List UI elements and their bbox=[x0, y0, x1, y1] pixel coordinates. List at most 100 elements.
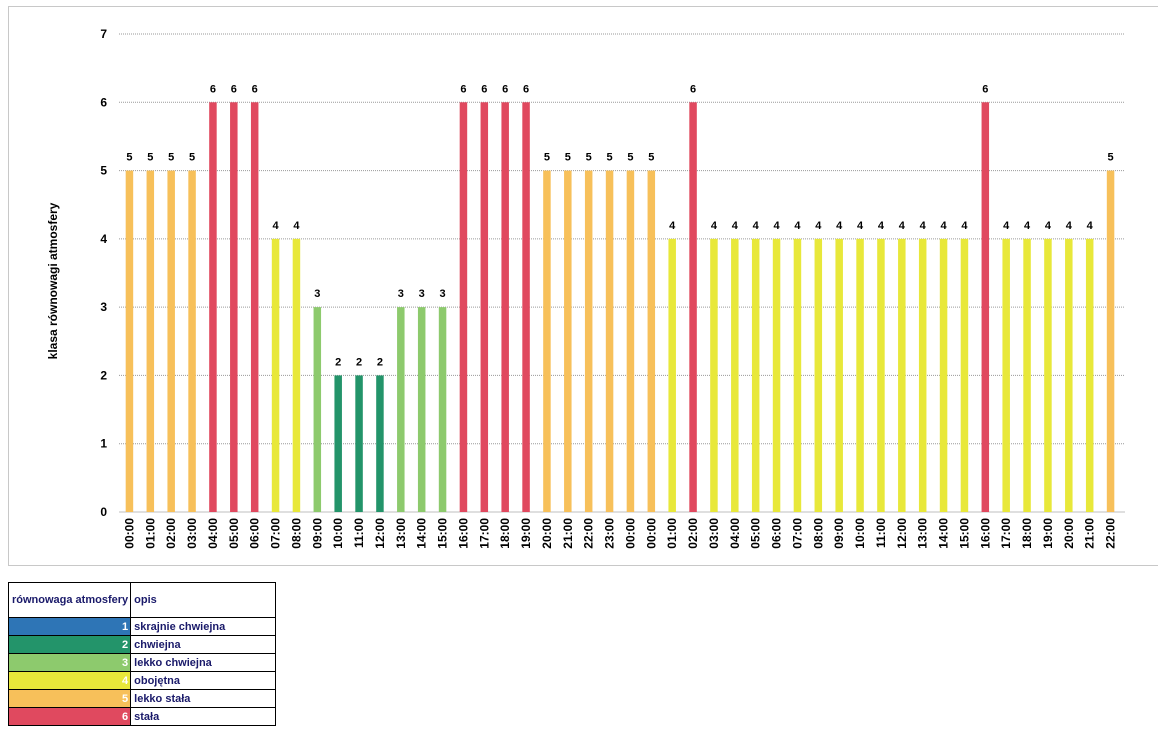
x-tick-label: 03:00 bbox=[185, 518, 199, 549]
legend-header-desc: opis bbox=[130, 582, 277, 618]
x-tick-label: 23:00 bbox=[603, 518, 617, 549]
legend-class-number: 5 bbox=[7, 689, 132, 708]
x-tick-label: 22:00 bbox=[1104, 518, 1118, 549]
x-tick-label: 11:00 bbox=[352, 518, 366, 548]
bar bbox=[564, 170, 572, 513]
x-tick-label: 00:00 bbox=[122, 518, 136, 549]
bar bbox=[960, 238, 969, 512]
bar bbox=[188, 170, 196, 513]
legend-row: 1 skrajnie chwiejna bbox=[7, 617, 277, 636]
y-tick-label: 5 bbox=[100, 164, 107, 178]
y-tick-label: 2 bbox=[100, 368, 107, 382]
y-tick-label: 7 bbox=[100, 27, 107, 41]
x-tick-label: 18:00 bbox=[498, 518, 512, 549]
data-label: 4 bbox=[1087, 220, 1094, 232]
x-tick-label: 04:00 bbox=[728, 518, 742, 549]
chart-area: 0 1 2 3 4 5 6 7 klasa równowagi atmosfery 5 00:00 5… bbox=[8, 6, 1158, 566]
bar bbox=[230, 102, 238, 513]
x-tick-label: 00:00 bbox=[644, 518, 658, 549]
bar bbox=[501, 102, 509, 513]
x-tick-label: 10:00 bbox=[853, 518, 867, 549]
bar bbox=[292, 238, 301, 512]
bar bbox=[167, 170, 175, 513]
legend-class-number: 3 bbox=[7, 653, 132, 672]
data-label: 4 bbox=[961, 220, 968, 232]
data-label: 5 bbox=[607, 152, 613, 164]
data-label: 3 bbox=[419, 288, 425, 300]
data-label: 4 bbox=[941, 220, 948, 232]
x-tick-label: 02:00 bbox=[164, 518, 178, 549]
x-tick-label: 13:00 bbox=[916, 518, 930, 549]
data-label: 4 bbox=[669, 220, 676, 232]
data-label: 4 bbox=[273, 220, 280, 232]
legend-class-number: 4 bbox=[7, 671, 132, 690]
data-label: 6 bbox=[523, 83, 529, 95]
legend-class-desc: lekko chwiejna bbox=[130, 653, 277, 672]
legend-class-desc: chwiejna bbox=[130, 635, 277, 654]
bar bbox=[751, 238, 760, 512]
bar bbox=[814, 238, 823, 512]
bar bbox=[250, 102, 259, 513]
bar bbox=[668, 238, 676, 512]
data-label: 3 bbox=[440, 288, 446, 300]
x-tick-label: 10:00 bbox=[331, 518, 345, 549]
bar bbox=[543, 170, 551, 513]
data-label: 4 bbox=[1003, 220, 1010, 232]
x-tick-label: 02:00 bbox=[686, 518, 700, 549]
data-label: 4 bbox=[1024, 220, 1031, 232]
bar bbox=[856, 238, 864, 512]
bar bbox=[584, 170, 593, 513]
x-tick-label: 20:00 bbox=[540, 518, 554, 549]
x-tick-label: 09:00 bbox=[832, 518, 846, 549]
data-label: 6 bbox=[460, 83, 466, 95]
bar bbox=[334, 375, 342, 512]
x-tick-label: 08:00 bbox=[811, 518, 825, 549]
bar bbox=[355, 375, 363, 512]
bar bbox=[1065, 238, 1073, 512]
x-tick-label: 14:00 bbox=[415, 518, 429, 549]
data-label: 4 bbox=[1066, 220, 1073, 232]
y-axis-label: klasa równowagi atmosfery bbox=[46, 202, 60, 359]
legend-header-class: równowaga atmosfery bbox=[7, 582, 132, 618]
data-label: 5 bbox=[544, 152, 550, 164]
x-tick-label: 20:00 bbox=[1062, 518, 1076, 549]
legend-row: 5 lekko stała bbox=[7, 689, 277, 708]
data-label: 2 bbox=[377, 356, 383, 368]
x-tick-label: 09:00 bbox=[310, 518, 324, 549]
y-tick-label: 0 bbox=[100, 505, 107, 519]
legend-class-desc: stała bbox=[130, 707, 277, 726]
legend-class-number: 2 bbox=[7, 635, 132, 654]
bar bbox=[459, 102, 468, 513]
data-label: 5 bbox=[1108, 152, 1114, 164]
data-label: 5 bbox=[648, 152, 654, 164]
bar bbox=[1023, 238, 1031, 512]
bar bbox=[835, 238, 843, 512]
data-label: 5 bbox=[126, 152, 132, 164]
bar bbox=[626, 170, 635, 513]
legend-row: 2 chwiejna bbox=[7, 635, 277, 654]
bar bbox=[605, 170, 614, 513]
bar bbox=[146, 170, 155, 513]
bar bbox=[522, 102, 530, 513]
x-tick-label: 21:00 bbox=[1083, 518, 1097, 549]
legend-class-number: 1 bbox=[7, 617, 132, 636]
data-label: 4 bbox=[293, 220, 300, 232]
data-label: 4 bbox=[815, 220, 822, 232]
x-tick-label: 08:00 bbox=[289, 518, 303, 549]
bar bbox=[271, 238, 280, 512]
bar bbox=[793, 238, 802, 512]
bar bbox=[376, 375, 384, 512]
legend-class-desc: obojętna bbox=[130, 671, 277, 690]
bar bbox=[1106, 170, 1115, 513]
x-tick-label: 03:00 bbox=[707, 518, 721, 549]
data-label: 5 bbox=[627, 152, 633, 164]
x-tick-label: 11:00 bbox=[874, 518, 888, 548]
data-label: 6 bbox=[690, 83, 696, 95]
x-tick-label: 15:00 bbox=[957, 518, 971, 549]
data-label: 6 bbox=[231, 83, 237, 95]
data-label: 4 bbox=[836, 220, 843, 232]
x-tick-label: 19:00 bbox=[519, 518, 533, 549]
bar bbox=[731, 238, 739, 512]
x-tick-label: 04:00 bbox=[206, 518, 220, 549]
bar bbox=[918, 238, 927, 512]
